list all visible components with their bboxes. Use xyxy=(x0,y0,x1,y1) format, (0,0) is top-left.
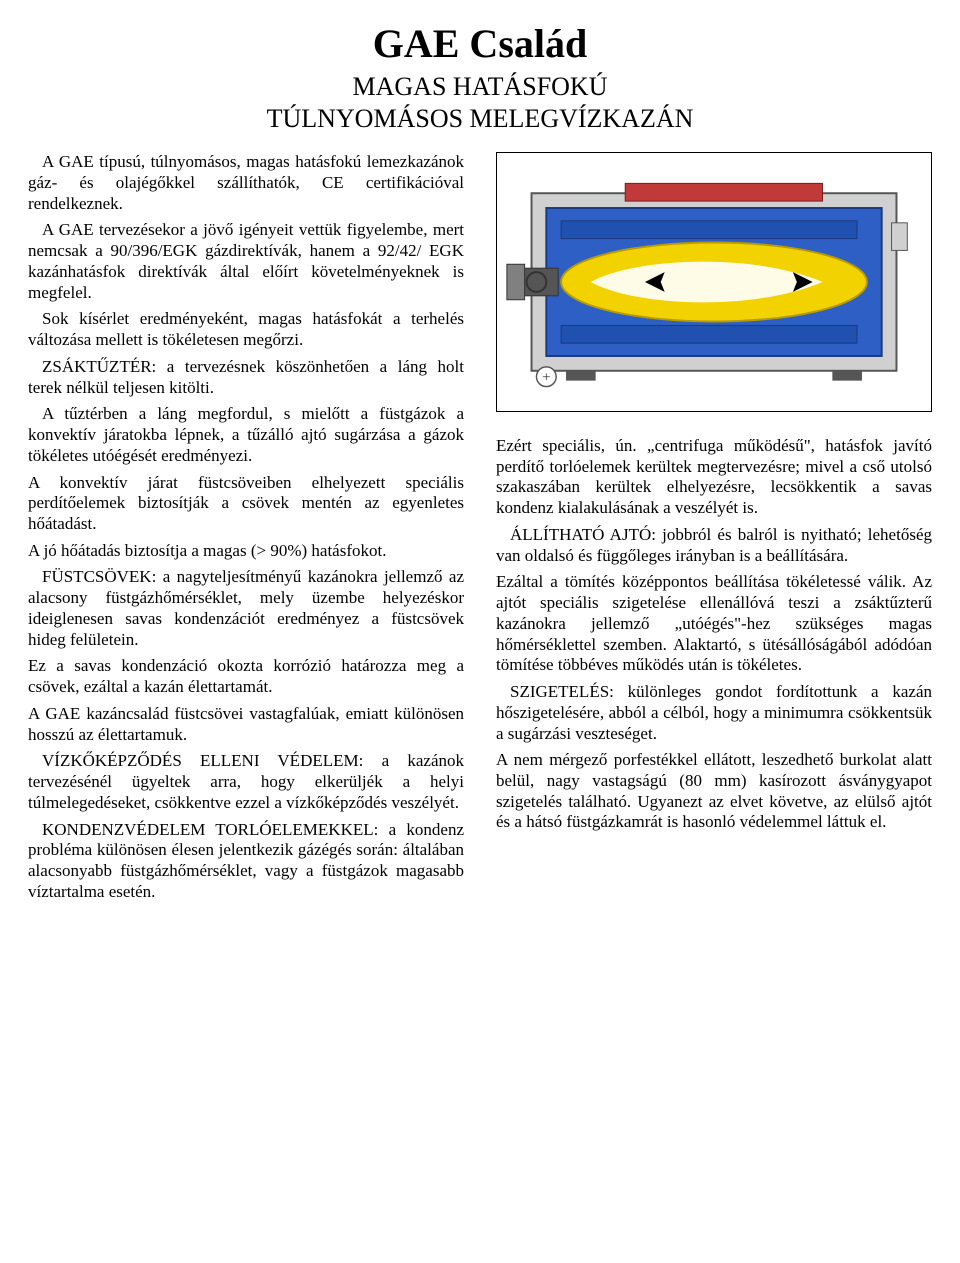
left-para-1c: Sok kísérlet eredményeként, magas hatásf… xyxy=(28,309,464,350)
left-column: A GAE típusú, túlnyomásos, magas hatásfo… xyxy=(28,152,464,908)
right-para-2b: Ezáltal a tömítés középpontos beállítása… xyxy=(496,572,932,676)
boiler-diagram: + xyxy=(496,152,932,412)
content-columns: A GAE típusú, túlnyomásos, magas hatásfo… xyxy=(28,152,932,908)
left-para-5: KONDENZVÉDELEM TORLÓELEMEKKEL: a kondenz… xyxy=(28,820,464,903)
left-para-1a: A GAE típusú, túlnyomásos, magas hatásfo… xyxy=(28,152,464,214)
right-para-3b: A nem mérgező porfestékkel ellátott, les… xyxy=(496,750,932,833)
left-para-3a: FÜSTCSÖVEK: a nagyteljesítményű kazánokr… xyxy=(28,567,464,650)
left-para-1b: A GAE tervezésekor a jövő igényeit vettü… xyxy=(28,220,464,303)
left-para-2b: A tűztérben a láng megfordul, s mielőtt … xyxy=(28,404,464,466)
page-title: GAE Család xyxy=(28,20,932,69)
plus-icon: + xyxy=(542,370,550,386)
left-para-4: VÍZKŐKÉPZŐDÉS ELLENI VÉDELEM: a kazánok … xyxy=(28,751,464,813)
right-para-2a: ÁLLÍTHATÓ AJTÓ: jobbról és balról is nyi… xyxy=(496,525,932,566)
left-para-2d: A jó hőátadás biztosítja a magas (> 90%)… xyxy=(28,541,464,562)
left-para-3b: Ez a savas kondenzáció okozta korrózió h… xyxy=(28,656,464,697)
right-para-1: Ezért speciális, ún. „centrifuga működés… xyxy=(496,436,932,519)
left-para-2a: ZSÁKTŰZTÉR: a tervezésnek köszönhetően a… xyxy=(28,357,464,398)
left-para-2c: A konvektív járat füstcsöveiben elhelyez… xyxy=(28,473,464,535)
right-para-3a: SZIGETELÉS: különleges gondot fordítottu… xyxy=(496,682,932,744)
page-subtitle-1: MAGAS HATÁSFOKÚ xyxy=(28,71,932,103)
left-para-3c: A GAE kazáncsalád füstcsövei vastagfalúa… xyxy=(28,704,464,745)
right-column: + Ezért speciális, ún. „centrifuga működ… xyxy=(496,152,932,908)
page-subtitle-2: TÚLNYOMÁSOS MELEGVÍZKAZÁN xyxy=(28,103,932,135)
